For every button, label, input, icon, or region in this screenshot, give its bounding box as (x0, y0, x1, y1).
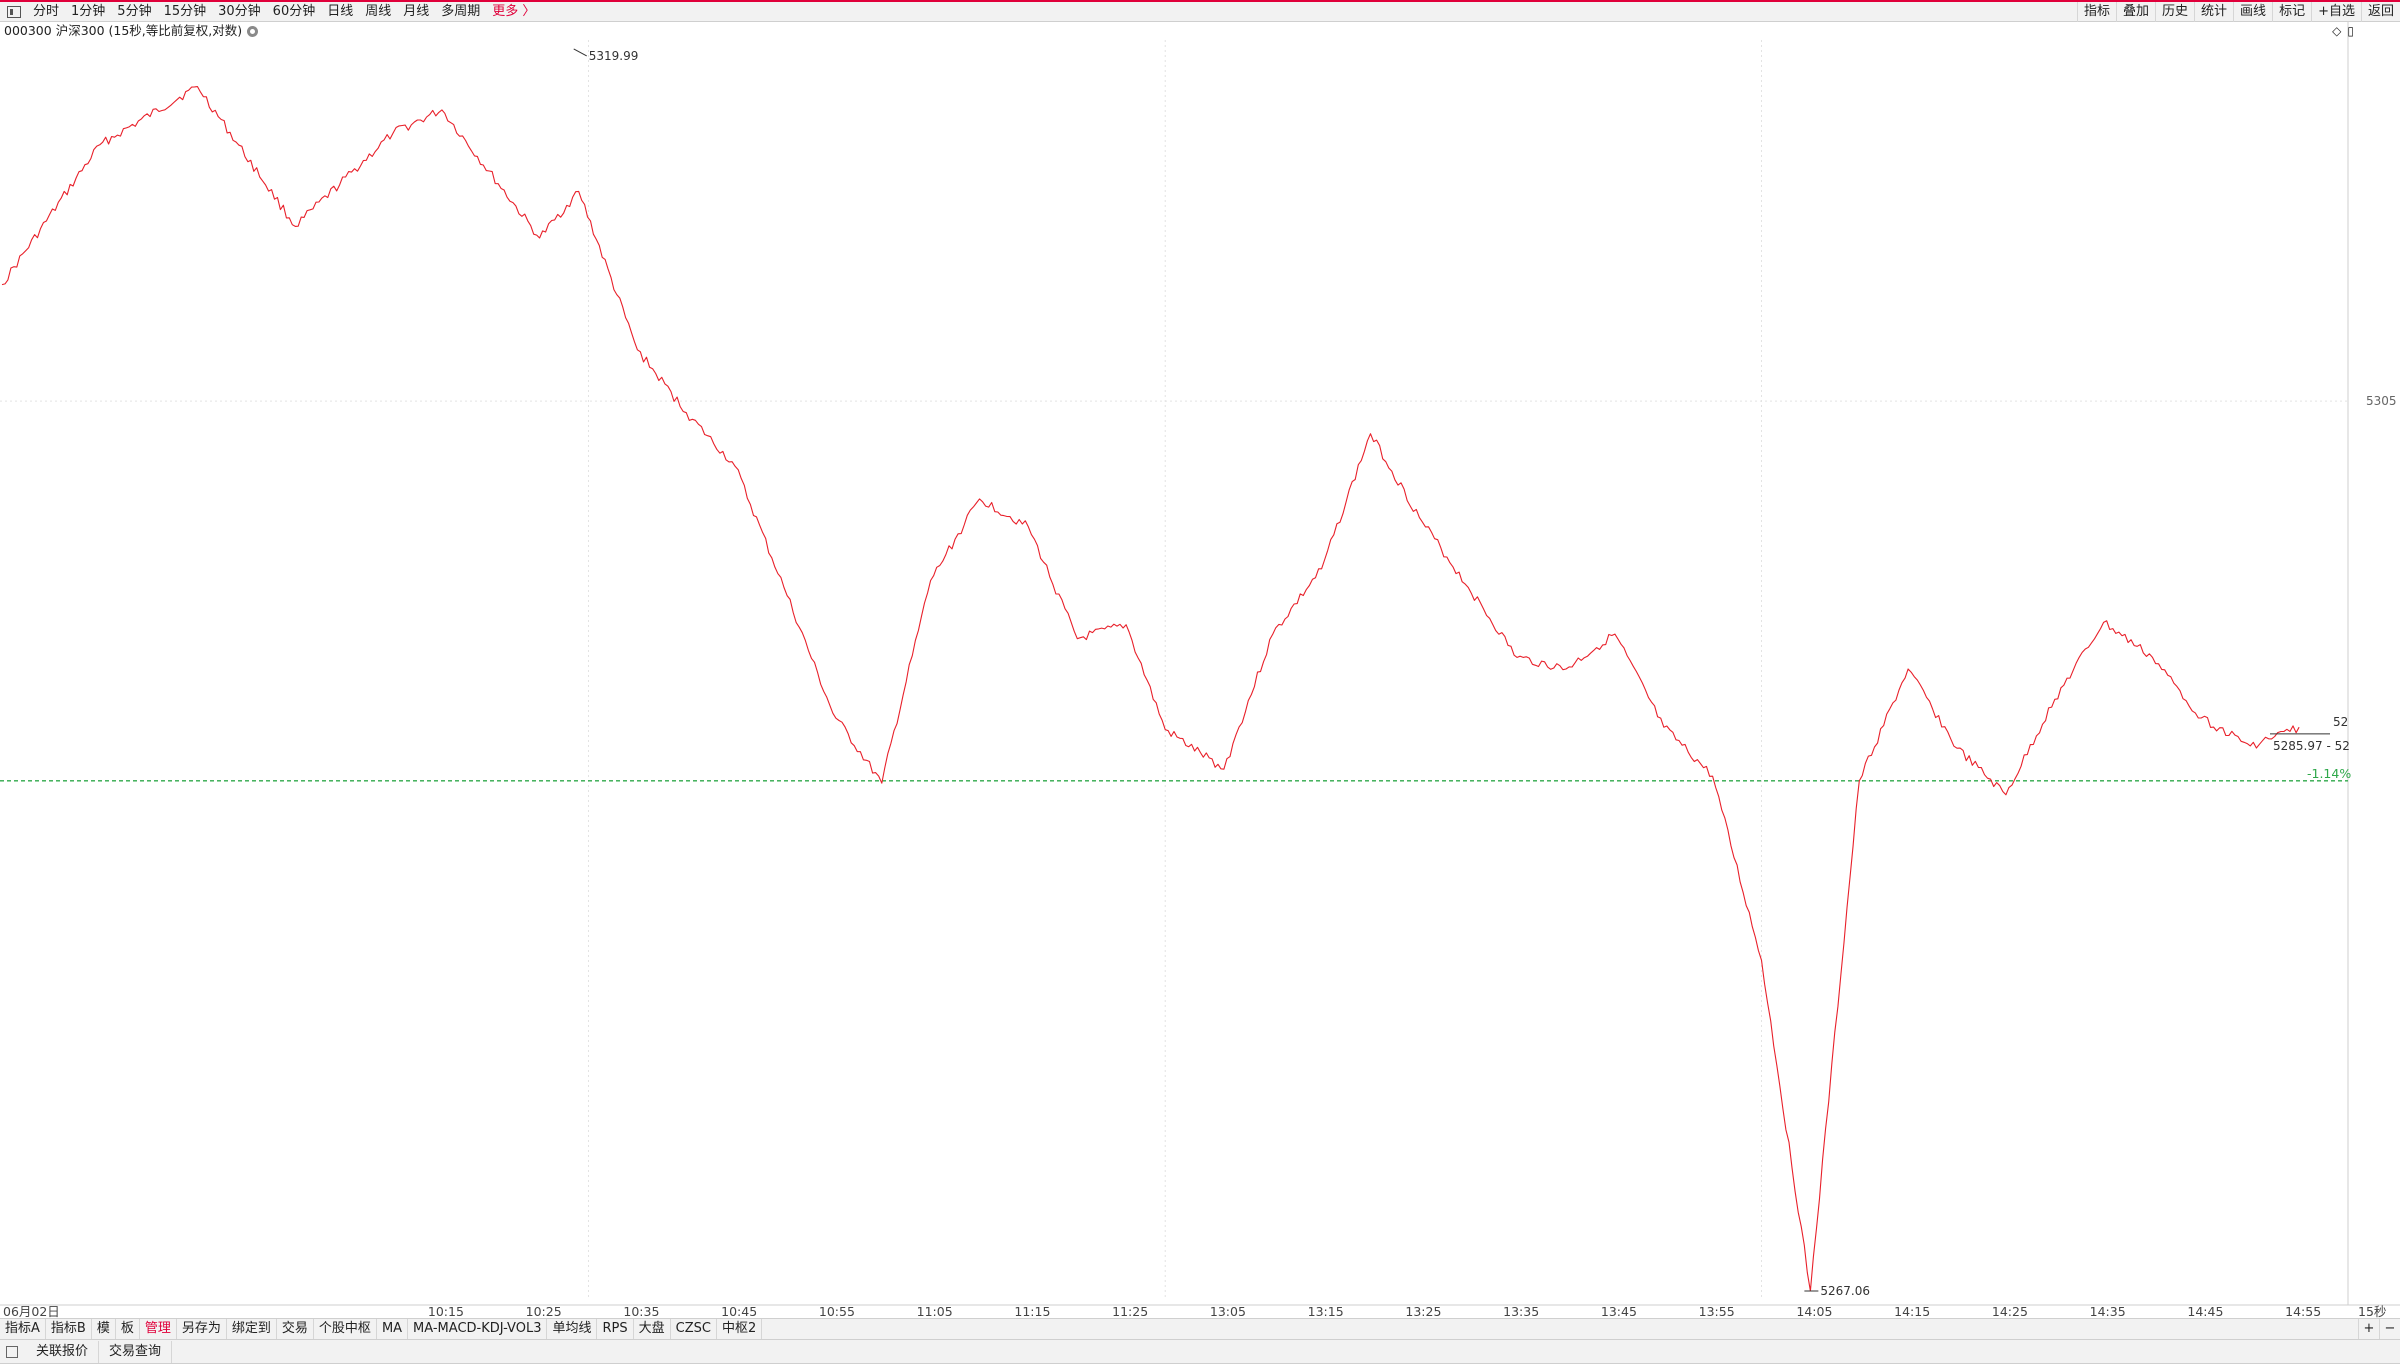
tab-indicator-a[interactable]: 指标A (0, 1319, 46, 1339)
layout-menu-icon[interactable] (7, 6, 21, 18)
tab-trade-query[interactable]: 交易查询 (99, 1340, 173, 1363)
x-tick-label: 13:15 (1308, 1304, 1344, 1319)
panel-toggle-icon[interactable]: ▯ (2347, 24, 2354, 38)
tab-ma-macd-kdj-vol3[interactable]: MA-MACD-KDJ-VOL3 (408, 1319, 548, 1339)
tab-czsc[interactable]: CZSC (671, 1319, 717, 1339)
period-tabs: 分时 1分钟 5分钟 15分钟 30分钟 60分钟 日线 周线 月线 多周期 更… (0, 2, 541, 22)
right-toolbar: 指标 叠加 历史 统计 画线 标记 +自选 返回 (2076, 2, 2400, 22)
diamond-icon[interactable]: ◇ (2332, 24, 2342, 38)
tab-15min[interactable]: 15分钟 (163, 4, 207, 19)
zoom-buttons: + − (2358, 1319, 2400, 1339)
bottom-panel-tabs: 关联报价 交易查询 (0, 1340, 2400, 1364)
tab-trade[interactable]: 交易 (277, 1319, 314, 1339)
tab-5min[interactable]: 5分钟 (117, 4, 152, 19)
tab-1min[interactable]: 1分钟 (71, 4, 106, 19)
tab-more[interactable]: 更多 〉 (492, 4, 536, 19)
tab-indicator-b[interactable]: 指标B (46, 1319, 92, 1339)
x-tick-label: 13:45 (1601, 1304, 1637, 1319)
tab-rps[interactable]: RPS (597, 1319, 634, 1339)
tab-30min[interactable]: 30分钟 (218, 4, 261, 19)
tab-stock-pivot[interactable]: 个股中枢 (314, 1319, 377, 1339)
tab-board[interactable]: 板 (116, 1319, 140, 1339)
tab-bind-to[interactable]: 绑定到 (227, 1319, 277, 1339)
tab-single-ma[interactable]: 单均线 (547, 1319, 598, 1339)
tab-template[interactable]: 模 (92, 1319, 116, 1339)
x-tick-label: 10:55 (819, 1304, 855, 1319)
tab-daily[interactable]: 日线 (327, 4, 354, 19)
period-toolbar: 分时 1分钟 5分钟 15分钟 30分钟 60分钟 日线 周线 月线 多周期 更… (0, 0, 2400, 22)
x-tick-label: 13:55 (1699, 1304, 1735, 1319)
price-series-line (1, 86, 2300, 1292)
x-tick-label: 10:35 (623, 1304, 659, 1319)
tab-save-as[interactable]: 另存为 (177, 1319, 227, 1339)
tab-market[interactable]: 大盘 (634, 1319, 671, 1339)
tab-intraday[interactable]: 分时 (33, 4, 60, 19)
low-price-label: 5267.06 (1820, 1284, 1870, 1298)
chart-corner-tools: ◇ ▯ (2332, 24, 2354, 38)
chart-line-layer (1, 86, 2300, 1292)
tab-60min[interactable]: 60分钟 (272, 4, 316, 19)
tab-monthly[interactable]: 月线 (403, 4, 430, 19)
zoom-out-button[interactable]: − (2379, 1319, 2400, 1339)
chart-label-layer: 5305 -1.14% 5319.99 5267.06 5285.97 - 52 52 06… (3, 48, 2397, 1319)
x-tick-label: 06月02日 (3, 1304, 60, 1319)
current-price-label: 5285.97 - 52 (2273, 739, 2350, 753)
x-tick-label: 10:25 (526, 1304, 562, 1319)
tab-multi-period[interactable]: 多周期 (441, 4, 481, 19)
mark-button[interactable]: 标记 (2272, 2, 2311, 22)
x-tick-label: 14:05 (1796, 1304, 1832, 1319)
x-tick-label: 11:15 (1014, 1304, 1050, 1319)
draw-line-button[interactable]: 画线 (2233, 2, 2272, 22)
x-tick-label: 14:35 (2090, 1304, 2126, 1319)
document-icon[interactable] (6, 1345, 18, 1358)
history-button[interactable]: 历史 (2155, 2, 2194, 22)
edge-price-label: 52 (2333, 715, 2348, 729)
overlay-button[interactable]: 叠加 (2116, 2, 2155, 22)
x-tick-label: 13:05 (1210, 1304, 1246, 1319)
x-tick-label: 10:45 (721, 1304, 757, 1319)
x-tick-label: 14:25 (1992, 1304, 2028, 1319)
x-tick-label: 14:45 (2187, 1304, 2223, 1319)
zoom-in-button[interactable]: + (2358, 1319, 2379, 1339)
add-watchlist-button[interactable]: +自选 (2311, 2, 2361, 22)
tab-manage[interactable]: 管理 (140, 1319, 177, 1339)
chart-grid (0, 22, 2400, 1306)
back-button[interactable]: 返回 (2360, 2, 2400, 22)
x-tick-label: 11:25 (1112, 1304, 1148, 1319)
tab-related-quotes[interactable]: 关联报价 (26, 1340, 100, 1363)
statistics-button[interactable]: 统计 (2194, 2, 2233, 22)
tab-ma[interactable]: MA (377, 1319, 409, 1339)
tab-pivot2[interactable]: 中枢2 (717, 1319, 763, 1339)
tab-weekly[interactable]: 周线 (365, 4, 392, 19)
indicator-tabs-bar: 指标A 指标B 模 板 管理 另存为 绑定到 交易 个股中枢 MA MA-MAC… (0, 1318, 2400, 1340)
high-pointer (573, 48, 587, 57)
settings-gear-icon[interactable] (247, 25, 259, 37)
x-tick-label: 14:15 (1894, 1304, 1930, 1319)
y-tick-label: 5305 (2366, 394, 2397, 408)
x-tick-label: 13:25 (1405, 1304, 1441, 1319)
x-tick-label: 13:35 (1503, 1304, 1539, 1319)
period-label: 15秒 (2358, 1304, 2386, 1319)
percent-line-label: -1.14% (2307, 766, 2351, 781)
x-tick-label: 14:55 (2285, 1304, 2321, 1319)
indicator-button[interactable]: 指标 (2076, 2, 2116, 22)
symbol-label: 000300 沪深300 (15秒,等比前复权,对数) (4, 23, 243, 38)
chart-title: 000300 沪深300 (15秒,等比前复权,对数) (4, 23, 259, 39)
x-tick-label: 11:05 (917, 1304, 953, 1319)
high-price-label: 5319.99 (589, 49, 639, 63)
x-tick-label: 10:15 (428, 1304, 464, 1319)
